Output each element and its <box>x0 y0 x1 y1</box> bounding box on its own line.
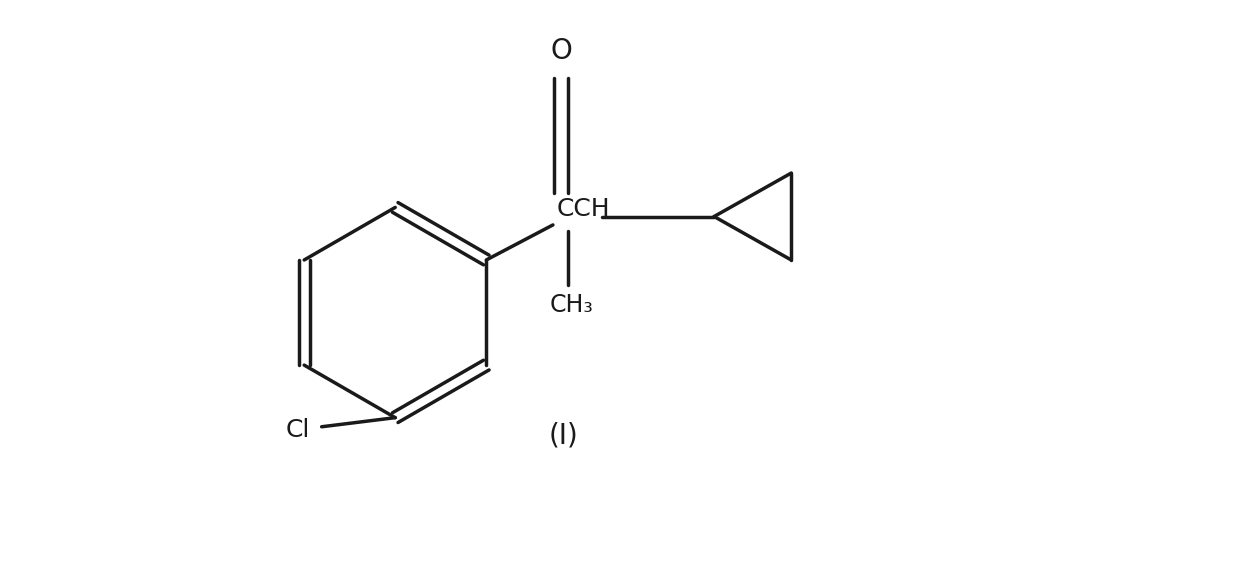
Text: O: O <box>550 37 572 65</box>
Text: Cl: Cl <box>285 418 310 442</box>
Text: (I): (I) <box>549 421 579 449</box>
Text: CCH: CCH <box>556 197 610 221</box>
Text: CH₃: CH₃ <box>550 293 593 317</box>
